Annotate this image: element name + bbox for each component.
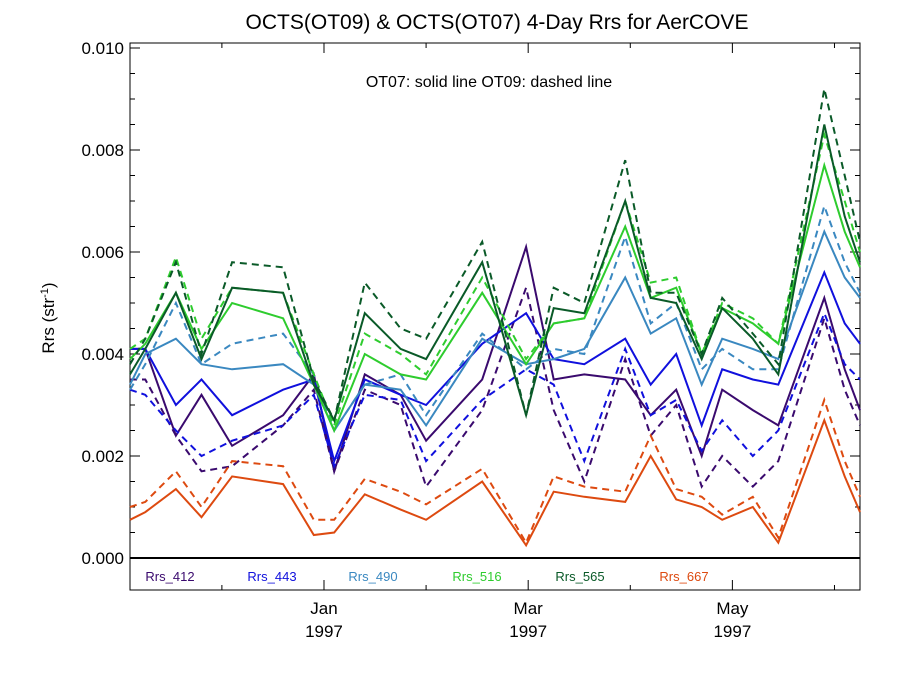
x-tick-label-year: 1997 [713,622,751,641]
series-line-rrs-667-dashed [129,396,861,545]
series-line-rrs-667-solid [129,417,861,548]
y-tick-label: 0.002 [81,447,124,466]
legend-label-rrs-412: Rrs_412 [145,569,194,584]
y-tick-label: 0.008 [81,141,124,160]
x-tick-label-month: May [716,599,749,618]
legend: Rrs_412 Rrs_443 Rrs_490 Rrs_516 Rrs_565 Rrs_6… [145,569,708,584]
y-tick-label: 0.006 [81,243,124,262]
series-line-rrs-490-dashed [129,202,861,433]
plot-area: 0.000 0.002 0.004 0.006 0.008 0.010 Jan 1997 Ma… [81,39,861,641]
series-line-rrs-443-solid [130,269,861,465]
y-axis-label-text: Rrs (str [39,298,58,354]
y-axis-label: Rrs (str-1) [39,282,58,353]
series-line-rrs-490-solid [129,228,861,433]
y-tick-label: 0.000 [81,549,124,568]
x-tick-label-year: 1997 [509,622,547,641]
series-line-rrs-516-solid [129,161,861,434]
series-line-rrs-516-dashed [129,130,861,429]
legend-label-rrs-565: Rrs_565 [555,569,604,584]
series-line-rrs-412-solid [130,243,861,476]
x-tick-label-year: 1997 [305,622,343,641]
series-line-rrs-443-dashed [129,310,861,470]
y-axis-label-superscript: -1 [39,288,51,298]
series-line-rrs-412-dashed [130,284,861,489]
x-tick-label-month: Mar [514,599,544,618]
y-axis: 0.000 0.002 0.004 0.006 0.008 0.010 [81,39,860,568]
line-style-note: OT07: solid line OT09: dashed line [366,74,612,91]
series-lines [129,88,861,548]
chart-title: OCTS(OT09) & OCTS(OT07) 4-Day Rrs for Ae… [246,11,749,34]
y-axis-label-close: ) [39,282,58,288]
y-tick-label: 0.004 [81,345,124,364]
y-tick-label: 0.010 [81,39,124,58]
x-axis: Jan 1997 Mar 1997 May 1997 [221,43,835,641]
series-line-rrs-565-dashed [129,88,861,424]
legend-label-rrs-516: Rrs_516 [452,569,501,584]
legend-label-rrs-490: Rrs_490 [348,569,397,584]
legend-label-rrs-667: Rrs_667 [659,569,708,584]
plot-frame [129,42,861,591]
series-line-rrs-565-solid [129,124,861,423]
legend-label-rrs-443: Rrs_443 [247,569,296,584]
x-tick-label-month: Jan [310,599,337,618]
